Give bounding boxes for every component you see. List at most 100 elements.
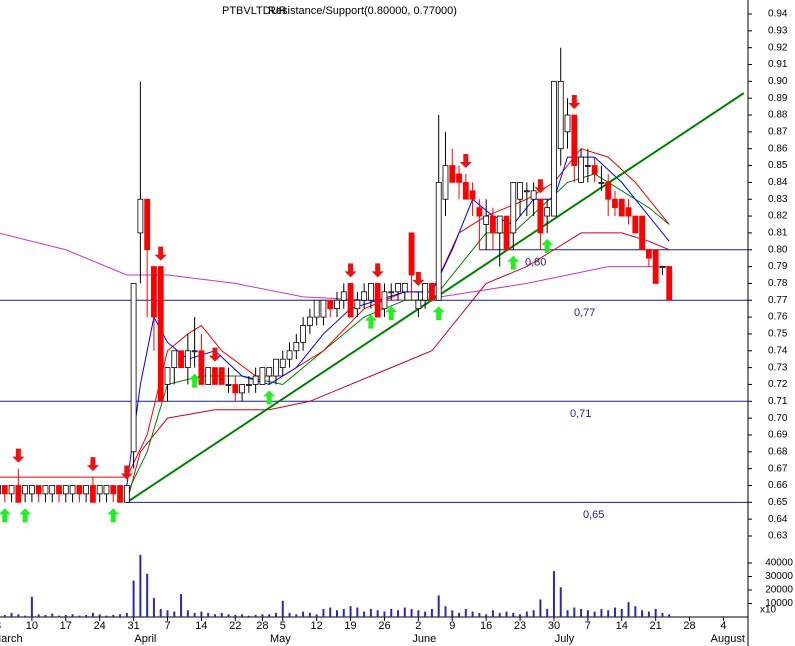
y-tick-label: 0.70 [768, 413, 788, 424]
volume-bar [24, 615, 27, 617]
sell-arrow [86, 457, 99, 472]
volume-tick-label: 30000 [765, 571, 793, 582]
volume-bar [274, 612, 277, 617]
candle-body [56, 485, 62, 495]
candle-body [395, 283, 401, 293]
candle-body [22, 485, 29, 495]
candle-body [157, 266, 164, 402]
x-tick-label: 28 [683, 620, 695, 632]
candle-body [415, 299, 422, 310]
y-tick-label: 0.66 [768, 480, 788, 491]
volume-bar [132, 580, 135, 617]
volume-bar [458, 612, 461, 617]
volume-bar [525, 611, 528, 617]
candle-body [408, 232, 415, 276]
volume-bar [64, 614, 67, 617]
level-label: 0,80 [525, 257, 546, 269]
sell-arrow [534, 179, 547, 194]
level-label: 0,77 [574, 307, 595, 319]
buy-arrow [0, 508, 11, 523]
volume-bar [647, 611, 650, 617]
candle-body [28, 485, 35, 495]
x-tick-label: 4 [720, 620, 726, 632]
x-tick-label: 21 [650, 620, 662, 632]
volume-bar [17, 614, 20, 617]
volume-bar [78, 615, 81, 617]
candle-body [245, 384, 252, 386]
candle-body [8, 485, 15, 495]
volume-bar [383, 611, 386, 617]
volume-bar [193, 612, 196, 617]
candle-body [184, 350, 191, 369]
sell-arrow [12, 448, 25, 463]
volume-bar [71, 614, 74, 617]
volume-bar [491, 610, 494, 617]
volume-bar [430, 608, 433, 617]
volume-bar [478, 612, 481, 617]
candle-body [564, 114, 571, 133]
x-tick-label: 22 [229, 620, 241, 632]
month-label: July [555, 633, 575, 645]
volume-bar [532, 610, 535, 617]
candle-body [367, 283, 374, 301]
volume-bar [573, 607, 576, 617]
volume-bar [173, 611, 176, 617]
y-tick-label: 0.69 [768, 430, 788, 441]
level-label: 0,71 [570, 408, 591, 420]
volume-bar [519, 614, 522, 617]
candle-body [578, 156, 584, 183]
candle-body [191, 350, 198, 353]
candle-body [591, 165, 598, 175]
candle-body [354, 299, 361, 310]
volume-bar [112, 614, 115, 617]
volume-bar [342, 608, 345, 617]
candle-body [401, 283, 408, 293]
month-label: March [0, 633, 23, 645]
candle-body [130, 283, 137, 453]
x-tick-label: 19 [344, 620, 356, 632]
candle-body [266, 367, 273, 377]
volume-bar [654, 608, 657, 617]
volume-bar [3, 614, 6, 617]
volume-bar [586, 610, 589, 617]
x-tick-label: 26 [378, 620, 390, 632]
month-label: May [270, 633, 291, 645]
candle-body [279, 358, 286, 369]
candle-body [212, 367, 218, 385]
sell-arrow [459, 153, 472, 168]
candle-body [422, 283, 429, 301]
candle-body [259, 367, 266, 385]
sell-arrow [120, 465, 133, 480]
volume-bar [641, 610, 644, 617]
candle-body [137, 198, 144, 234]
y-tick-label: 0.80 [768, 244, 788, 255]
volume-bar [119, 614, 122, 617]
candle-body [252, 375, 259, 385]
volume-bar [227, 614, 230, 617]
candle-body [110, 485, 117, 495]
x-tick-label: 31 [127, 620, 139, 632]
candle-body [639, 215, 645, 251]
volume-bar [44, 614, 47, 617]
level-label: 0,65 [583, 509, 604, 521]
candle-body [557, 80, 564, 150]
candle-body [62, 485, 69, 495]
candle-body [164, 367, 171, 385]
volume-bar [213, 614, 216, 617]
volume-bar [51, 613, 54, 617]
volume-bar [125, 612, 128, 617]
volume-bar [247, 615, 250, 617]
volume-bar [607, 610, 610, 617]
candle-body [612, 198, 618, 209]
candle-body [286, 350, 293, 360]
volume-tick-label: 20000 [765, 585, 793, 596]
y-tick-label: 0.90 [768, 76, 788, 87]
candle-body [374, 283, 381, 318]
candle-body [510, 181, 517, 234]
volume-bar [559, 587, 562, 617]
y-tick-label: 0.78 [768, 278, 788, 289]
candle-body [320, 299, 327, 318]
volume-bar [498, 612, 501, 617]
chart-title: PTBVLTDUR [222, 5, 287, 17]
volume-bar [261, 614, 264, 617]
